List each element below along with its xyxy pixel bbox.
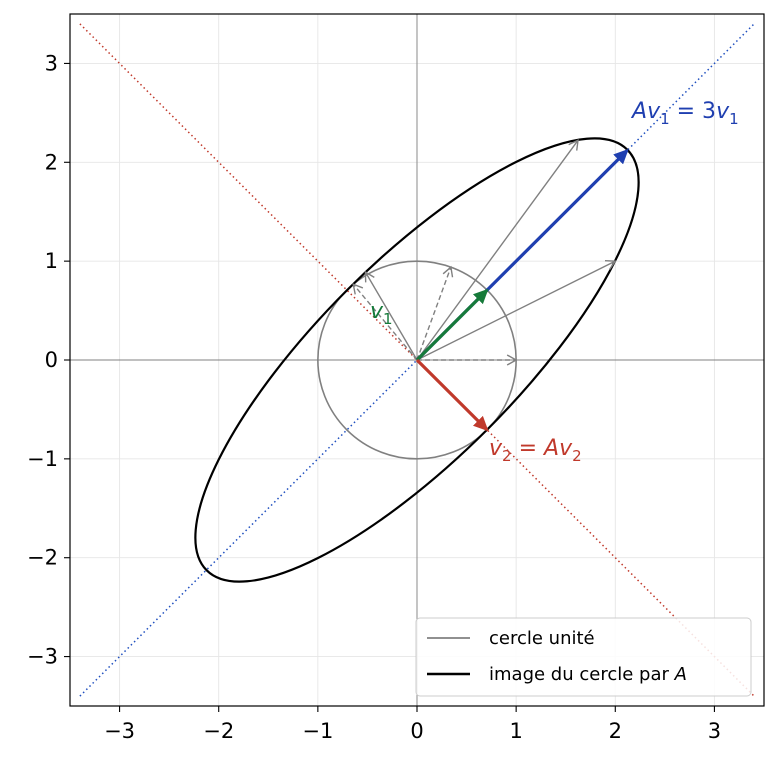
y-tick-label-2: −1 (27, 447, 58, 471)
x-tick-label-1: −2 (203, 719, 234, 743)
sample-vector-Av-1 (416, 139, 579, 361)
sample-vector-Av-0 (416, 259, 617, 361)
x-tick-label-2: −1 (302, 719, 333, 743)
legend-label-unit-circle: cercle unité (489, 628, 595, 649)
y-tick-label-4: 1 (45, 249, 58, 273)
eigenline-v1 (79, 23, 755, 697)
sample-vector-v-1 (416, 265, 454, 361)
sample-vector-Av-2 (364, 270, 418, 361)
label-v1: v1 (370, 299, 393, 328)
axis-ticks: −3 −2 −1 0 1 2 3 −3 −2 −1 0 1 2 3 (27, 51, 721, 743)
label-v2: v2 = Av2 (489, 436, 582, 465)
y-tick-label-6: 3 (45, 51, 58, 75)
label-Av1: Av1 = 3v1 (630, 99, 739, 128)
y-tick-label-1: −2 (27, 546, 58, 570)
legend-box (415, 617, 752, 697)
legend: cercle unité image du cercle par A (415, 617, 752, 697)
sample-vector-v-2 (352, 283, 418, 361)
eigvec-v1-arrow (415, 288, 489, 362)
x-tick-label-3: 0 (410, 719, 423, 743)
y-tick-label-5: 2 (45, 150, 58, 174)
eigvec-v2-arrow (415, 358, 489, 432)
x-tick-label-0: −3 (104, 719, 135, 743)
x-tick-label-5: 2 (609, 719, 622, 743)
eigenline-v2 (79, 23, 755, 697)
x-tick-label-4: 1 (509, 719, 522, 743)
legend-label-image: image du cercle par A (489, 664, 687, 685)
x-tick-label-6: 3 (708, 719, 721, 743)
y-tick-label-3: 0 (45, 348, 58, 372)
y-tick-label-0: −3 (27, 645, 58, 669)
